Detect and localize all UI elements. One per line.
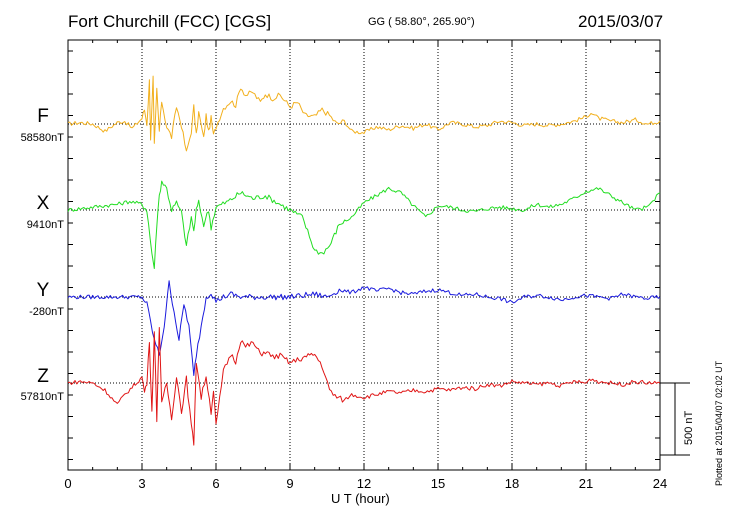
x-tick-label: 12: [357, 476, 371, 491]
label-F: F: [37, 106, 49, 127]
series-line-Y: [67, 280, 661, 376]
baseline-F: 58580nT: [20, 132, 64, 144]
label-Z: Z: [37, 366, 49, 387]
x-tick-label: 9: [286, 476, 293, 491]
baseline-Z: 57810nT: [20, 391, 64, 403]
baseline-X: 9410nT: [26, 219, 64, 231]
series-group: [67, 75, 661, 446]
plot-date: 2015/03/07: [578, 12, 664, 31]
scale-bar: [660, 382, 690, 456]
x-tick-label: 21: [579, 476, 593, 491]
station-coordinates: GG ( 58.80°, 265.90°): [368, 16, 475, 28]
x-tick-label: 18: [505, 476, 519, 491]
series-line-F: [67, 75, 661, 152]
series-line-Z: [67, 327, 661, 446]
x-axis-ticks: 0 3 6 9 12 15 18 21 24: [64, 40, 667, 491]
label-Y: Y: [36, 280, 50, 301]
series-line-X: [67, 180, 661, 269]
x-tick-label: 3: [138, 476, 145, 491]
x-tick-label: 24: [653, 476, 667, 491]
station-title: Fort Churchill (FCC) [CGS]: [68, 12, 272, 31]
label-X: X: [36, 193, 50, 214]
x-tick-label: 0: [64, 476, 71, 491]
x-axis-label: U T (hour): [331, 491, 390, 506]
baseline-Y: -280nT: [29, 306, 64, 318]
x-tick-label: 6: [212, 476, 219, 491]
x-tick-label: 15: [431, 476, 445, 491]
